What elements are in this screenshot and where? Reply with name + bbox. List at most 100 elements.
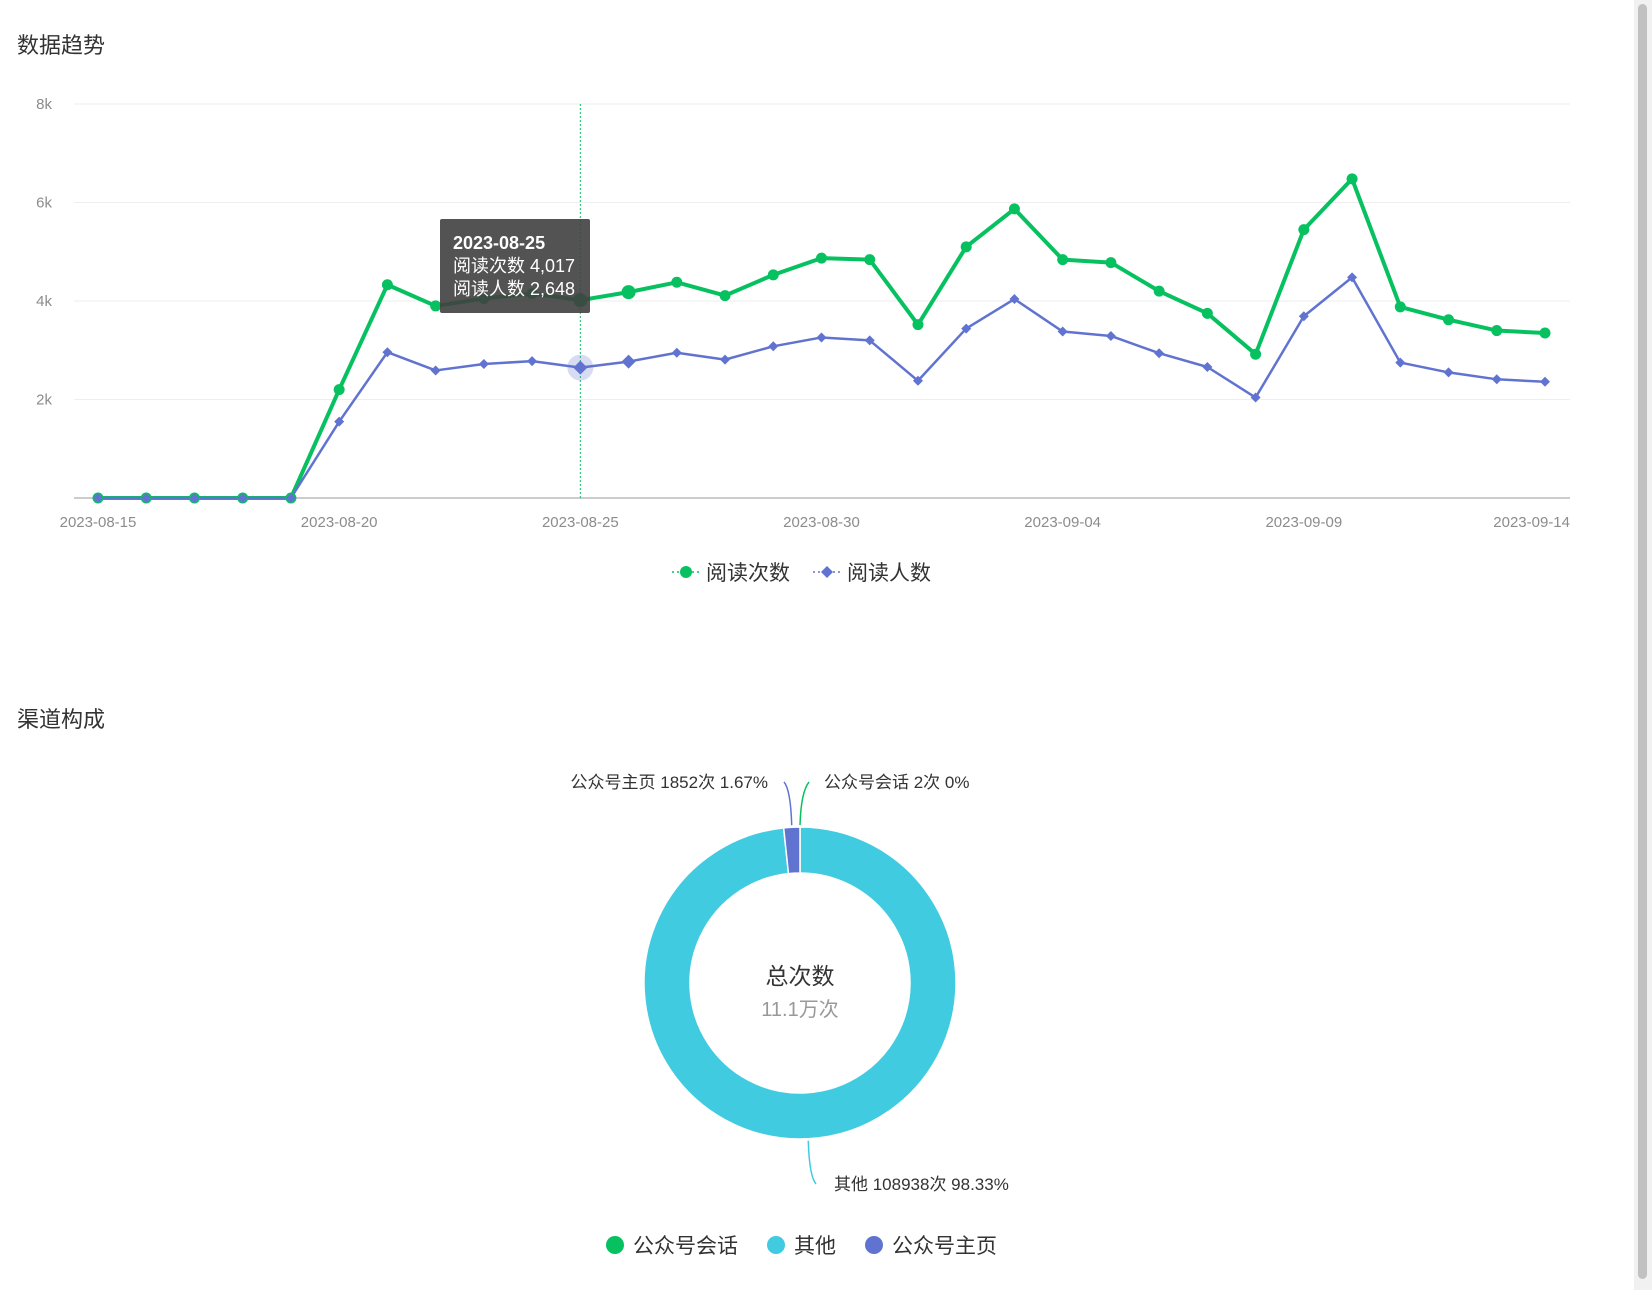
point-readers[interactable] <box>141 493 152 503</box>
y-tick-label: 8k <box>36 96 52 113</box>
tooltip-box <box>440 219 590 313</box>
point-reads[interactable] <box>1539 327 1551 339</box>
x-tick-label: 2023-08-20 <box>301 514 378 531</box>
tooltip-line: 阅读人数 2,648 <box>453 279 575 299</box>
line-legend[interactable]: 阅读次数 阅读人数 <box>672 562 931 585</box>
legend-item-reads[interactable]: 阅读次数 <box>672 562 790 585</box>
point-reads[interactable] <box>864 254 876 266</box>
point-reads[interactable] <box>1346 173 1358 185</box>
donut-slice-2[interactable] <box>782 826 801 875</box>
point-readers[interactable] <box>912 375 923 386</box>
point-reads[interactable] <box>1394 301 1406 313</box>
point-readers[interactable] <box>285 493 296 503</box>
legend-label: 阅读次数 <box>706 562 790 585</box>
point-reads[interactable] <box>816 252 827 264</box>
leader-line <box>799 781 810 826</box>
point-readers[interactable] <box>1154 348 1165 359</box>
channel-section-title: 渠道构成 <box>17 707 106 732</box>
point-readers[interactable] <box>334 416 345 427</box>
trend-section-title: 数据趋势 <box>17 33 106 58</box>
point-readers[interactable] <box>1057 326 1068 337</box>
point-readers[interactable] <box>382 347 393 358</box>
point-readers[interactable] <box>1443 367 1454 378</box>
point-reads[interactable] <box>333 384 345 396</box>
point-readers[interactable] <box>1347 272 1358 283</box>
x-tick-label: 2023-08-15 <box>60 514 137 531</box>
legend-label: 其他 <box>794 1235 836 1258</box>
tooltip: 2023-08-25 阅读次数 4,017 阅读人数 2,648 <box>440 219 590 313</box>
legend-dot-icon <box>865 1236 883 1254</box>
channel-donut-chart[interactable]: 总次数 11.1万次 公众号会话 2次 0% 其他 108938次 98.33% 公众号… <box>0 700 1652 1290</box>
scrollbar-thumb[interactable] <box>1638 4 1647 1279</box>
point-reads[interactable] <box>1105 257 1117 269</box>
point-readers[interactable] <box>527 356 538 367</box>
point-reads[interactable] <box>430 300 442 312</box>
point-reads[interactable] <box>960 241 972 253</box>
point-readers[interactable] <box>237 493 248 503</box>
point-readers[interactable] <box>430 365 441 376</box>
donut-legend[interactable]: 公众号会话 其他 公众号主页 <box>606 1235 997 1258</box>
series-line-readers <box>98 276 1546 500</box>
x-tick-label: 2023-08-30 <box>783 514 860 531</box>
point-readers[interactable] <box>189 493 200 503</box>
point-reads[interactable] <box>1153 285 1165 297</box>
slice-label: 公众号主页 1852次 1.67% <box>571 773 768 792</box>
point-reads[interactable] <box>1298 224 1310 236</box>
slice-label: 公众号会话 2次 0% <box>824 773 969 792</box>
point-readers[interactable] <box>478 359 489 370</box>
legend-label: 公众号主页 <box>892 1235 997 1258</box>
legend-label: 阅读人数 <box>847 562 931 585</box>
point-reads[interactable] <box>1008 203 1020 215</box>
legend-circle-icon <box>680 566 692 578</box>
point-readers[interactable] <box>720 354 731 365</box>
point-readers[interactable] <box>93 493 103 503</box>
point-readers[interactable] <box>1009 294 1020 305</box>
legend-item[interactable]: 公众号主页 <box>865 1235 997 1258</box>
point-readers[interactable] <box>1202 361 1213 372</box>
point-readers[interactable] <box>1491 374 1502 385</box>
point-readers[interactable] <box>671 347 682 358</box>
point-readers[interactable] <box>816 332 827 343</box>
legend-label: 公众号会话 <box>633 1235 738 1258</box>
point-readers[interactable] <box>1540 376 1550 387</box>
point-reads[interactable] <box>719 290 731 302</box>
donut-slice-1[interactable] <box>643 826 957 1140</box>
point-readers[interactable] <box>621 354 636 369</box>
point-readers[interactable] <box>1395 357 1406 368</box>
x-tick-label: 2023-09-14 <box>1493 514 1570 531</box>
y-tick-label: 4k <box>36 293 52 310</box>
tooltip-date: 2023-08-25 <box>453 233 545 253</box>
donut-center-title: 总次数 <box>766 963 835 989</box>
point-reads[interactable] <box>1201 307 1213 319</box>
leader-line <box>807 1140 817 1185</box>
point-readers[interactable] <box>1298 311 1309 322</box>
point-readers[interactable] <box>573 360 588 375</box>
legend-item[interactable]: 公众号会话 <box>606 1235 738 1258</box>
point-readers[interactable] <box>961 323 972 334</box>
point-reads[interactable] <box>381 279 393 291</box>
point-reads[interactable] <box>912 319 924 331</box>
point-readers[interactable] <box>768 341 779 352</box>
point-reads[interactable] <box>671 276 683 288</box>
point-readers[interactable] <box>864 335 875 346</box>
donut-center-value: 11.1万次 <box>761 998 838 1021</box>
point-readers[interactable] <box>1105 330 1116 341</box>
point-readers[interactable] <box>1250 392 1261 403</box>
legend-diamond-icon <box>821 566 833 578</box>
legend-item[interactable]: 其他 <box>767 1235 836 1258</box>
point-reads[interactable] <box>1491 325 1503 337</box>
tooltip-line: 阅读次数 4,017 <box>453 256 575 276</box>
x-tick-label: 2023-08-25 <box>542 514 619 531</box>
point-reads[interactable] <box>1250 348 1262 360</box>
point-reads[interactable] <box>621 285 636 300</box>
vertical-scrollbar[interactable] <box>1634 0 1652 1290</box>
slice-label: 其他 108938次 98.33% <box>834 1175 1009 1194</box>
point-reads[interactable] <box>767 269 779 281</box>
leader-line <box>783 781 793 826</box>
legend-item-readers[interactable]: 阅读人数 <box>813 562 931 585</box>
point-reads[interactable] <box>1443 314 1455 326</box>
point-reads[interactable] <box>1057 254 1069 266</box>
x-tick-label: 2023-09-09 <box>1265 514 1342 531</box>
legend-dot-icon <box>606 1236 624 1254</box>
